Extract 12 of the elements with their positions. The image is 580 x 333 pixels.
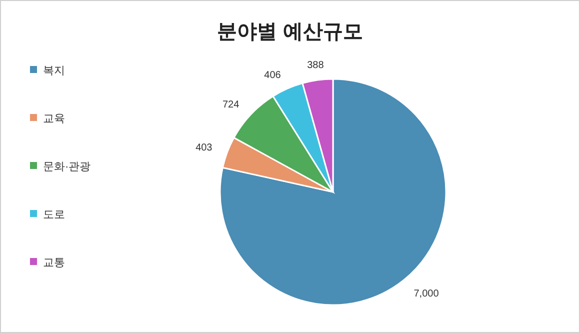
data-label: 388 — [307, 60, 324, 72]
data-label: 403 — [196, 142, 213, 154]
data-label: 7,000 — [414, 288, 440, 300]
chart-title: 분야별 예산규모 — [217, 21, 363, 43]
legend-label: 교육 — [43, 113, 65, 125]
legend-label: 문화·관광 — [43, 161, 91, 173]
data-label: 724 — [222, 99, 240, 110]
legend-label: 복지 — [43, 65, 65, 77]
data-label: 406 — [264, 70, 282, 82]
legend-label: 교통 — [43, 257, 65, 269]
legend-label: 도로 — [43, 209, 65, 221]
pie-slice — [219, 78, 447, 306]
